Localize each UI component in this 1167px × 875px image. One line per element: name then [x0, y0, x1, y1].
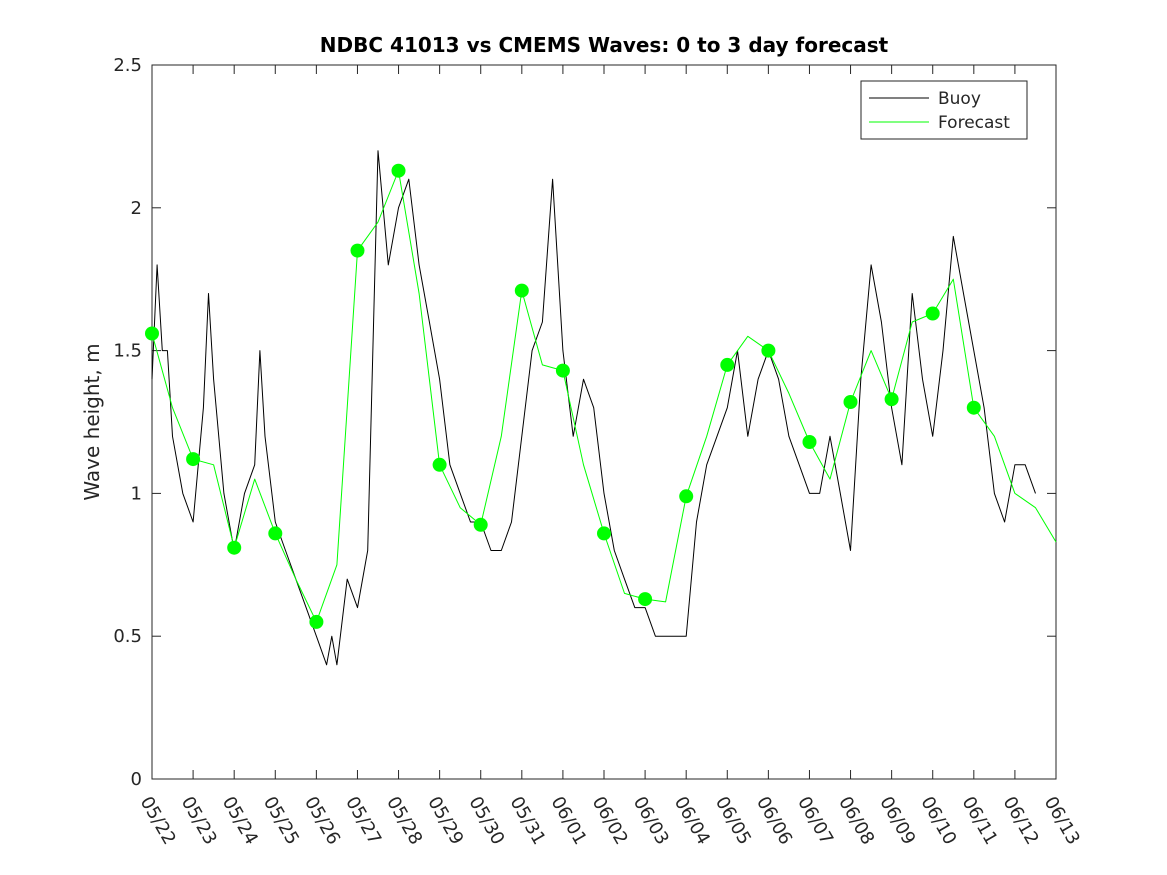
forecast-marker [186, 452, 201, 467]
y-tick-label: 1.5 [113, 341, 142, 362]
forecast-marker [679, 489, 694, 504]
legend: Buoy Forecast [860, 80, 1028, 140]
legend-buoy-label: Buoy [938, 89, 981, 109]
forecast-marker [802, 435, 817, 449]
forecast-marker [638, 592, 653, 607]
forecast-markers [145, 163, 981, 629]
forecast-marker [925, 306, 940, 321]
forecast-marker [309, 614, 324, 629]
legend-box [860, 80, 1028, 140]
forecast-marker [884, 392, 899, 407]
y-tick-label: 2.5 [113, 55, 142, 76]
forecast-marker [966, 400, 981, 415]
forecast-marker [432, 457, 447, 472]
y-tick-label: 1 [131, 483, 142, 504]
forecast-marker [720, 357, 735, 372]
chart-title: NDBC 41013 vs CMEMS Waves: 0 to 3 day fo… [320, 33, 889, 57]
plot-area [151, 64, 1057, 780]
forecast-marker [391, 163, 406, 178]
legend-forecast-label: Forecast [938, 113, 1010, 133]
forecast-marker [145, 326, 159, 341]
forecast-marker [555, 363, 570, 378]
forecast-marker [227, 540, 242, 555]
y-tick-label: 2 [131, 198, 142, 219]
forecast-marker [473, 517, 488, 532]
forecast-marker [843, 395, 858, 409]
forecast-marker [597, 526, 611, 541]
y-tick-label: 0.5 [113, 626, 142, 647]
forecast-marker [761, 343, 776, 358]
forecast-marker [350, 243, 365, 258]
y-tick-label: 0 [131, 769, 142, 790]
forecast-marker [514, 283, 529, 298]
forecast-marker [268, 526, 283, 541]
y-axis-label: Wave height, m [80, 343, 104, 500]
